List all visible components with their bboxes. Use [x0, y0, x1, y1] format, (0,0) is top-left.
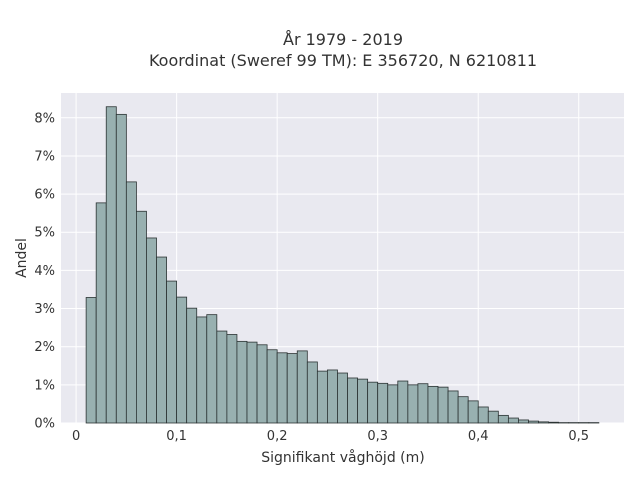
- y-tick-label: 6%: [34, 188, 55, 203]
- bar: [125, 181, 137, 424]
- y-axis-ticks: 0% 1% 2% 3% 4% 5% 6% 7% 8%: [34, 111, 55, 431]
- bar: [518, 419, 529, 424]
- bar: [216, 330, 228, 424]
- bar: [236, 340, 248, 424]
- x-tick-label: 0,5: [568, 429, 589, 444]
- bar: [256, 344, 268, 424]
- bar: [548, 421, 560, 424]
- bar: [457, 396, 469, 424]
- bar: [105, 106, 117, 424]
- bar: [367, 381, 379, 424]
- bar: [477, 406, 489, 424]
- bar: [176, 296, 188, 424]
- bar: [166, 280, 178, 424]
- bar: [226, 334, 238, 424]
- y-tick-label: 2%: [34, 340, 55, 355]
- bar: [327, 369, 338, 424]
- bar: [115, 113, 127, 424]
- bar: [407, 384, 419, 424]
- y-tick-label: 4%: [34, 264, 55, 279]
- bar: [296, 350, 308, 424]
- y-tick-label: 0%: [34, 417, 55, 432]
- x-tick-label: 0: [72, 429, 80, 444]
- y-tick-label: 5%: [34, 226, 55, 241]
- bar: [85, 297, 97, 424]
- bar: [347, 377, 358, 424]
- bar: [146, 237, 157, 424]
- chart-title-line1: År 1979 - 2019: [283, 30, 403, 49]
- chart-title-line2: Koordinat (Sweref 99 TM): E 356720, N 62…: [149, 51, 537, 70]
- bar: [357, 378, 369, 424]
- bar: [286, 353, 298, 424]
- bar: [507, 417, 519, 424]
- bar: [95, 202, 107, 424]
- bar: [447, 390, 459, 424]
- y-tick-label: 1%: [34, 378, 55, 393]
- bar: [437, 386, 449, 424]
- bar: [337, 372, 348, 424]
- x-tick-label: 0,2: [267, 429, 288, 444]
- bar: [156, 256, 167, 424]
- y-tick-label: 8%: [34, 111, 55, 126]
- y-tick-label: 3%: [34, 302, 55, 317]
- bar: [206, 314, 218, 424]
- bar: [276, 352, 288, 424]
- bar: [196, 316, 208, 424]
- bars: [85, 106, 600, 424]
- bar: [538, 421, 549, 424]
- y-tick-label: 7%: [34, 149, 55, 164]
- bar: [266, 349, 278, 424]
- bar: [306, 361, 318, 424]
- bar: [397, 380, 409, 424]
- bar: [487, 410, 499, 424]
- bar: [497, 414, 509, 424]
- x-tick-label: 0,3: [367, 429, 388, 444]
- bar: [186, 307, 198, 424]
- bar: [387, 384, 399, 424]
- bar: [528, 420, 539, 424]
- x-axis-ticks: 0 0,1 0,2 0,3 0,4 0,5: [72, 429, 589, 444]
- bar: [427, 385, 439, 424]
- bar: [417, 383, 429, 424]
- bar: [136, 210, 147, 424]
- bar: [467, 400, 479, 424]
- x-tick-label: 0,1: [166, 429, 187, 444]
- bar: [316, 370, 328, 424]
- y-axis-label: Andel: [14, 238, 30, 278]
- x-tick-label: 0,4: [468, 429, 489, 444]
- bar: [246, 341, 258, 424]
- x-axis-label: Signifikant våghöjd (m): [261, 449, 424, 466]
- bar: [377, 382, 389, 424]
